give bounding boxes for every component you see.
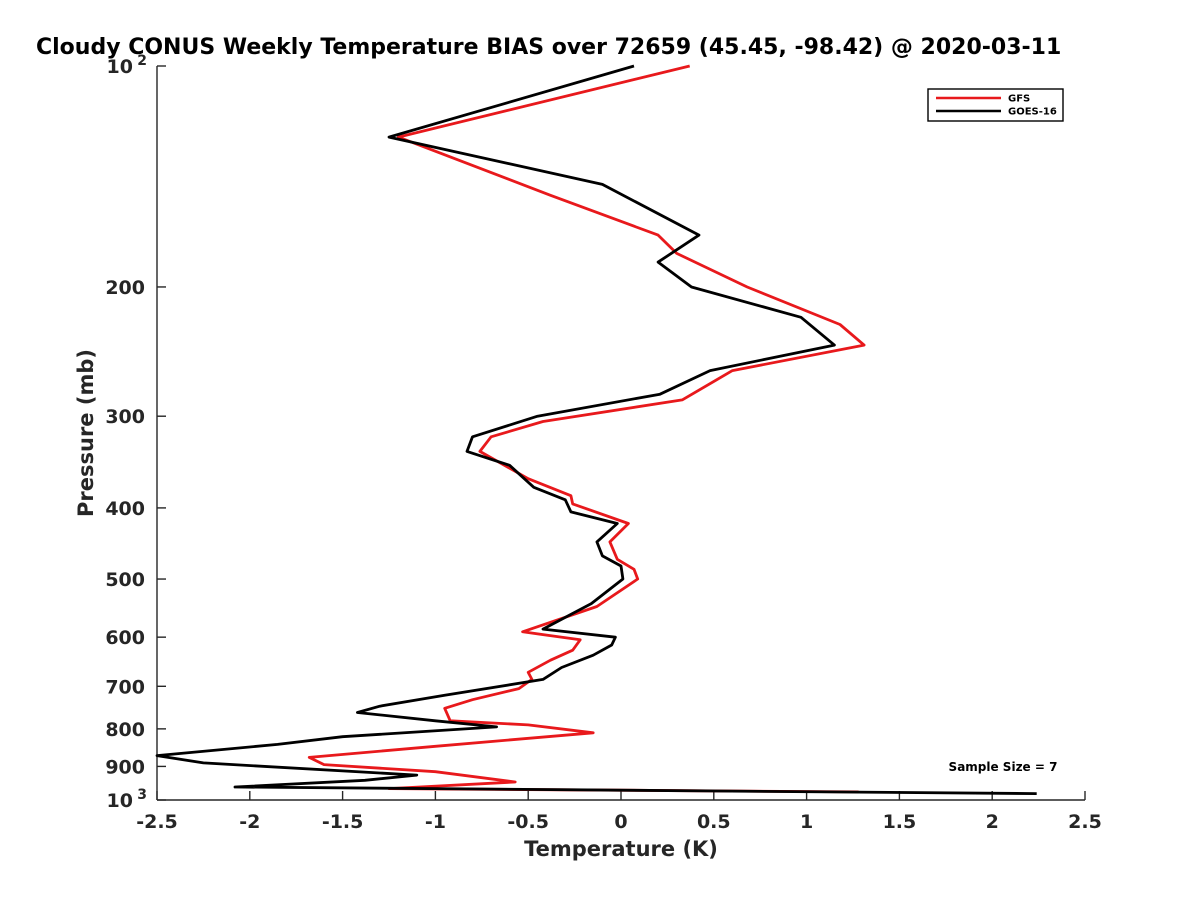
x-tick-label: -0.5 (507, 811, 549, 833)
legend-label-goes16: GOES-16 (1008, 107, 1057, 118)
y-tick-label: 200 (105, 277, 145, 299)
x-tick-label: -2.5 (136, 811, 178, 833)
y-tick-label: 10 (107, 56, 133, 78)
series-lines (155, 64, 1037, 795)
y-tick-label: 300 (105, 406, 145, 428)
x-tick-label: 1 (800, 811, 813, 833)
x-tick-label: 0.5 (697, 811, 731, 833)
y-tick-label: 800 (105, 719, 145, 741)
x-ticks: -2.5 -2 -1.5 -1 -0.5 0 0.5 1 1.5 2 2.5 (136, 791, 1102, 833)
series-line-goes16 (155, 64, 1037, 795)
x-axis-label: Temperature (K) (524, 837, 718, 861)
x-tick-label: -2 (239, 811, 260, 833)
y-tick-label: 900 (105, 756, 145, 778)
y-tick-exponent: 2 (137, 53, 147, 69)
x-tick-label: -1.5 (322, 811, 364, 833)
y-tick-label: 400 (105, 498, 145, 520)
legend-label-gfs: GFS (1008, 94, 1030, 105)
x-tick-label: -1 (425, 811, 446, 833)
y-tick-label: 10 (107, 790, 133, 812)
x-tick-label: 1.5 (883, 811, 917, 833)
y-tick-exponent: 3 (137, 787, 147, 803)
legend: GFS GOES-16 (927, 88, 1064, 122)
chart-title: Cloudy CONUS Weekly Temperature BIAS ove… (36, 35, 1061, 60)
x-tick-label: 0 (614, 811, 627, 833)
x-tick-label: 2.5 (1068, 811, 1102, 833)
series-line-gfs (307, 64, 866, 794)
y-axis-label: Pressure (mb) (74, 349, 98, 517)
y-tick-label: 600 (105, 627, 145, 649)
y-tick-label: 700 (105, 676, 145, 698)
x-tick-label: 2 (986, 811, 999, 833)
legend-box (927, 88, 1064, 122)
sample-size-annotation: Sample Size = 7 (949, 760, 1058, 774)
y-tick-label: 500 (105, 569, 145, 591)
